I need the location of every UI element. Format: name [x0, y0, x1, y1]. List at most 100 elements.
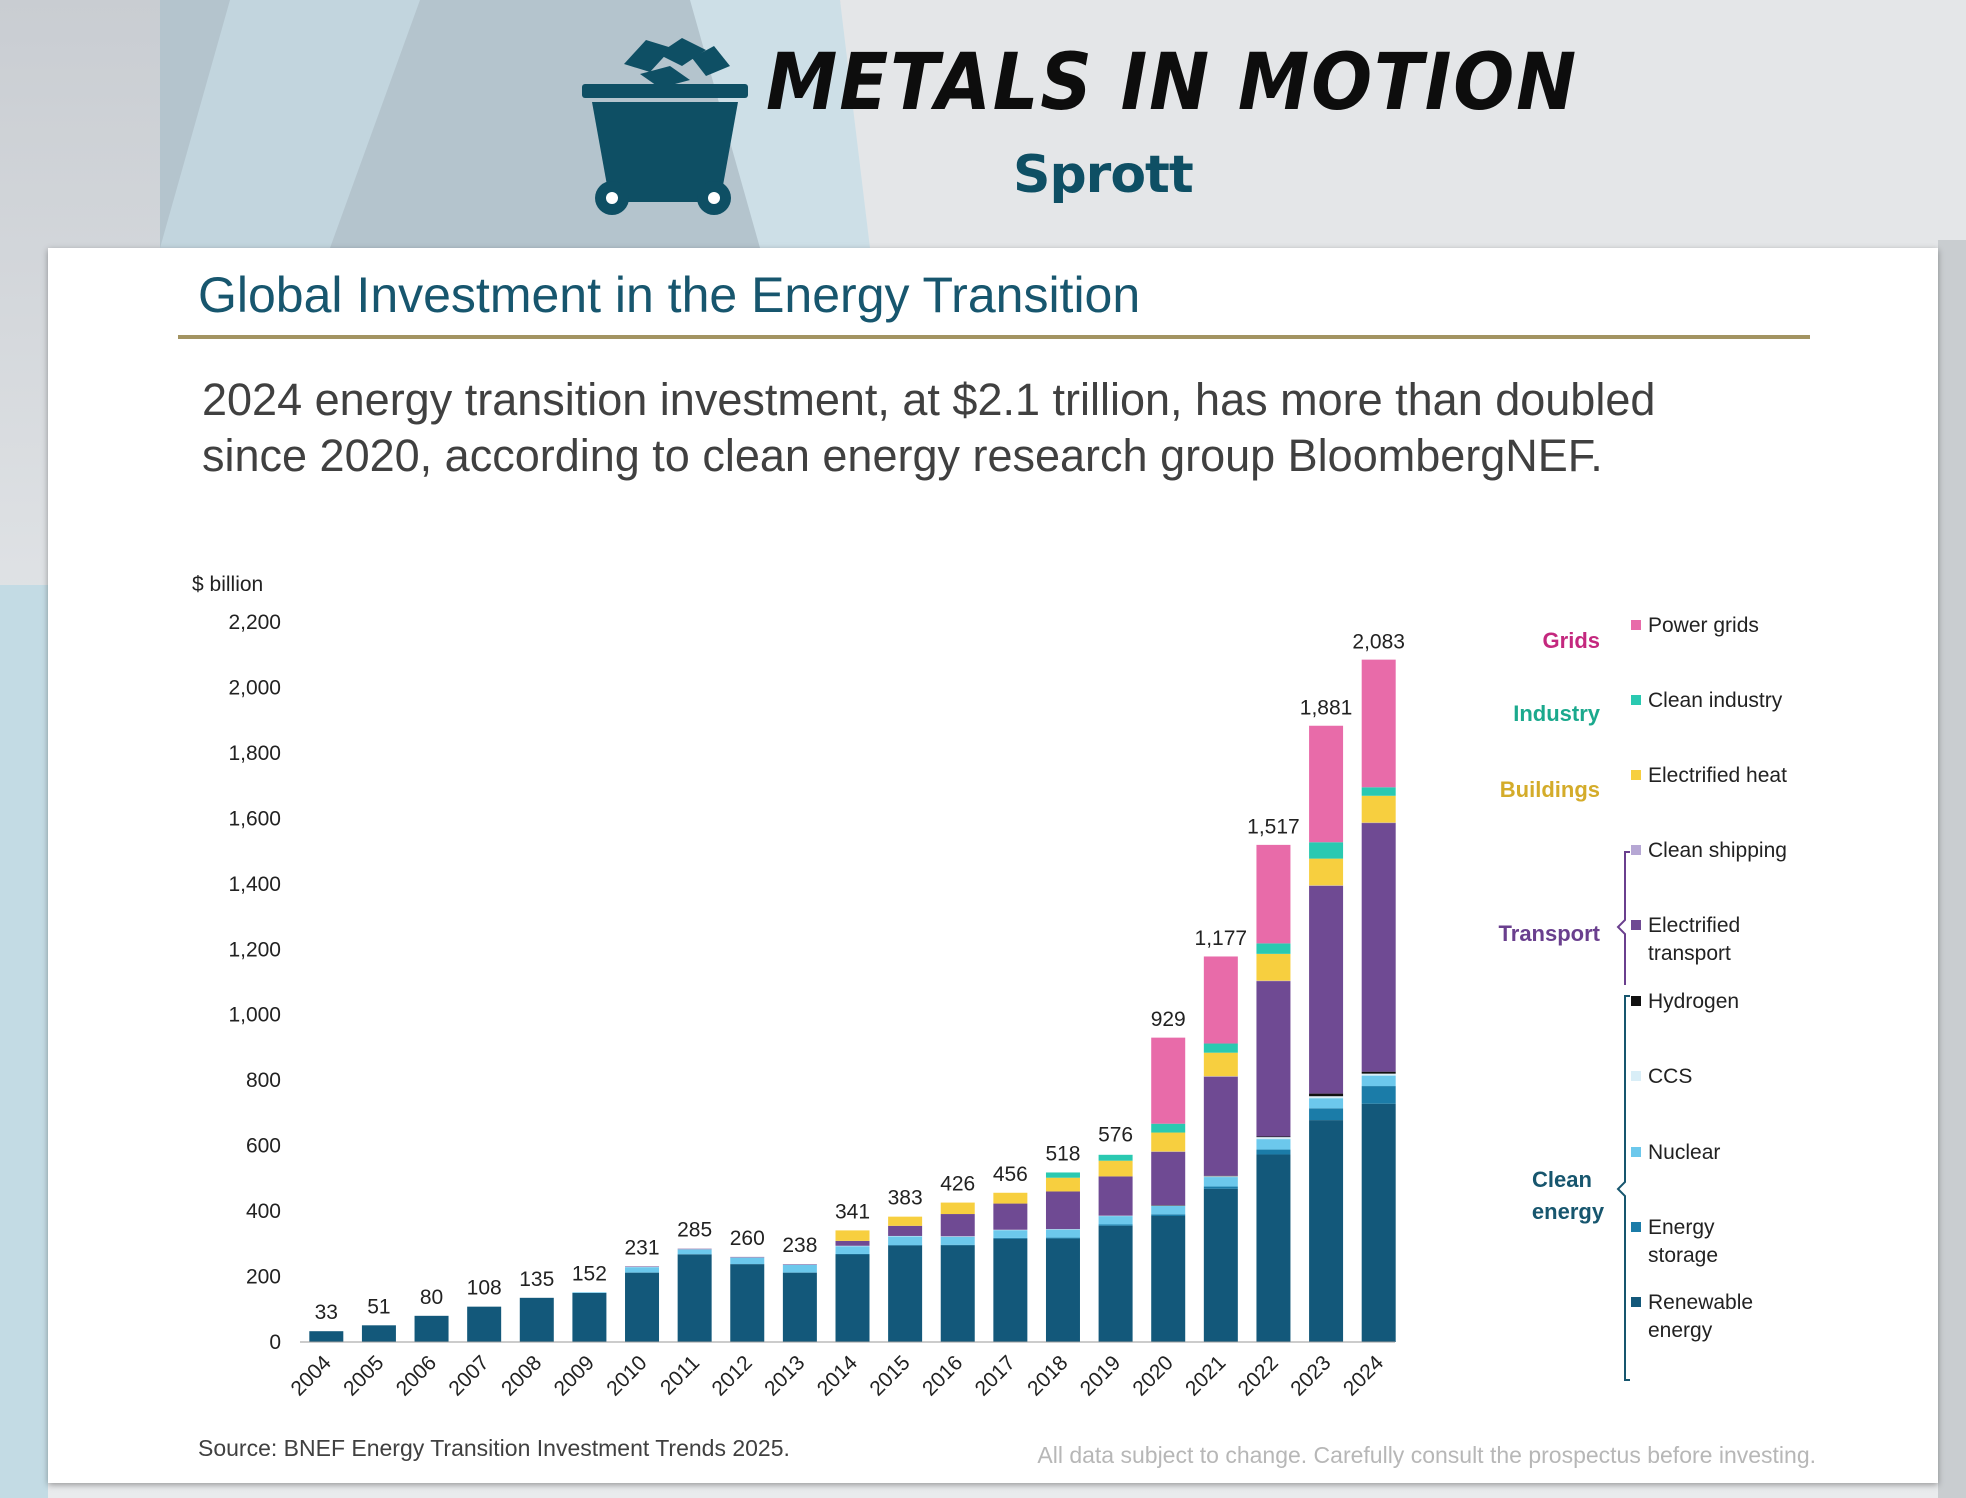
legend-group-label: Clean — [1532, 1167, 1592, 1192]
bar-segment — [1045, 1237, 1080, 1239]
legend-label: storage — [1648, 1244, 1718, 1267]
bar-segment — [1361, 822, 1396, 1072]
bar-segment — [1151, 1216, 1186, 1342]
bar-segment — [1151, 1151, 1186, 1153]
bar-segment — [888, 1235, 923, 1237]
legend-label: Clean industry — [1648, 689, 1783, 712]
bar-total-label: 426 — [940, 1173, 975, 1196]
bar-segment — [1098, 1225, 1133, 1342]
bar-total-label: 576 — [1098, 1123, 1133, 1146]
x-tick-label: 2006 — [392, 1351, 441, 1400]
bar-total-label: 518 — [1045, 1142, 1080, 1165]
y-tick-label: 1,200 — [228, 938, 281, 961]
bar-total-label: 80 — [420, 1286, 443, 1309]
legend-swatch — [1631, 1147, 1641, 1157]
bar-total-label: 108 — [467, 1277, 502, 1300]
y-tick-label: 1,000 — [228, 1004, 281, 1027]
bar-segment — [782, 1272, 817, 1342]
bar-segment — [309, 1331, 344, 1342]
x-tick-label: 2019 — [1076, 1351, 1125, 1400]
bar-segment — [940, 1214, 975, 1237]
bar-segment — [677, 1249, 712, 1255]
legend-group-label: energy — [1532, 1199, 1605, 1224]
bar-segment — [1045, 1229, 1080, 1238]
legend-swatch — [1631, 695, 1641, 705]
bar-segment — [625, 1266, 660, 1268]
y-tick-label: 400 — [246, 1200, 281, 1223]
bar-segment — [730, 1264, 765, 1342]
x-tick-label: 2011 — [656, 1351, 704, 1399]
bar-segment — [730, 1257, 765, 1258]
x-tick-label: 2014 — [813, 1351, 863, 1401]
slide-title: Global Investment in the Energy Transiti… — [198, 267, 1141, 323]
brand-subtitle: Sprott — [1013, 145, 1194, 205]
bar-segment — [1203, 1186, 1238, 1189]
bar-segment — [1203, 1177, 1238, 1187]
bar-segment — [782, 1264, 817, 1265]
legend-group-label: Transport — [1499, 921, 1601, 946]
legend-swatch — [1631, 620, 1641, 630]
bar-segment — [835, 1253, 870, 1255]
bar-segment — [1203, 1076, 1238, 1077]
clean-energy-bracket — [1616, 995, 1630, 1381]
y-tick-label: 200 — [246, 1266, 281, 1289]
bar-segment — [625, 1267, 660, 1273]
legend-label: CCS — [1648, 1065, 1692, 1088]
x-tick-label: 2004 — [287, 1351, 337, 1401]
x-tick-label: 2015 — [865, 1351, 914, 1400]
bar-segment — [730, 1256, 765, 1258]
bar-segment — [1256, 1149, 1291, 1155]
bar-segment — [730, 1257, 765, 1265]
transport-bracket — [1616, 851, 1630, 985]
bar-segment — [888, 1236, 923, 1246]
x-tick-label: 2021 — [1181, 1351, 1230, 1400]
bar-segment — [572, 1292, 607, 1342]
brand-title: METALS IN MOTION — [766, 38, 1579, 128]
bar-segment — [1203, 1188, 1238, 1342]
bar-segment — [1045, 1191, 1080, 1230]
source-note: Source: BNEF Energy Transition Investmen… — [198, 1435, 790, 1461]
bar-total-label: 341 — [835, 1200, 870, 1223]
bar-segment — [1151, 1214, 1186, 1216]
bar-segment — [1256, 980, 1291, 982]
bar-segment — [993, 1192, 1028, 1204]
y-tick-label: 600 — [246, 1135, 281, 1158]
bar-segment — [1309, 842, 1344, 859]
bar-total-label: 1,881 — [1300, 696, 1353, 719]
x-tick-label: 2009 — [550, 1351, 599, 1400]
title-divider — [178, 335, 1810, 339]
bar-segment — [1309, 1093, 1344, 1097]
legend-swatch — [1631, 920, 1641, 930]
bar-segment — [467, 1306, 502, 1342]
bar-segment — [1309, 725, 1344, 843]
bar-total-label: 1,177 — [1195, 927, 1248, 950]
bar-total-label: 33 — [315, 1301, 338, 1324]
bar-segment — [940, 1236, 975, 1245]
disclaimer-note: All data subject to change. Carefully co… — [1037, 1442, 1816, 1468]
legend-swatch — [1631, 845, 1641, 855]
bar-total-label: 285 — [677, 1219, 712, 1242]
bar-segment — [1309, 1108, 1344, 1121]
bar-segment — [1361, 659, 1396, 788]
x-tick-label: 2024 — [1339, 1351, 1389, 1401]
bar-segment — [572, 1292, 607, 1293]
bar-segment — [1361, 1071, 1396, 1074]
bar-segment — [993, 1238, 1028, 1342]
bar-segment — [1098, 1216, 1133, 1225]
slide-card — [48, 248, 1938, 1483]
legend-label: Hydrogen — [1648, 990, 1739, 1013]
bar-segment — [1098, 1154, 1133, 1161]
x-tick-label: 2010 — [602, 1351, 651, 1400]
bar-segment — [1361, 1086, 1396, 1104]
y-tick-label: 1,800 — [228, 742, 281, 765]
bar-segment — [835, 1245, 870, 1247]
bar-segment — [625, 1272, 660, 1342]
bar-segment — [1256, 844, 1291, 944]
bar-segment — [677, 1254, 712, 1342]
bar-segment — [888, 1245, 923, 1246]
legend-swatch — [1631, 770, 1641, 780]
bar-segment — [993, 1203, 1028, 1230]
bar-total-label: 929 — [1151, 1008, 1186, 1031]
legend-label: transport — [1648, 942, 1731, 965]
